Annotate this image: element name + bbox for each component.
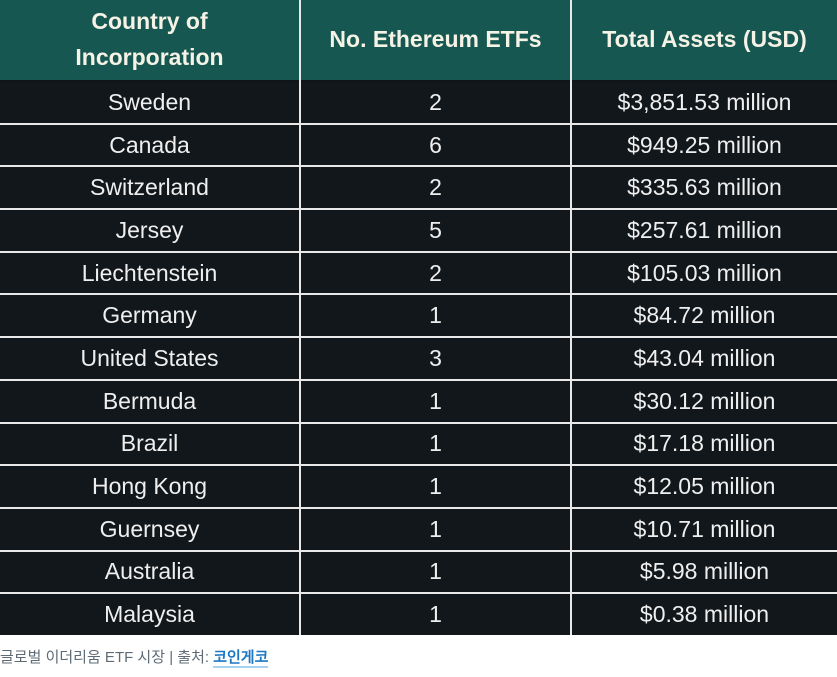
assets-cell: $43.04 million: [570, 336, 837, 380]
source-link-coingecko[interactable]: 코인게코: [213, 648, 269, 668]
assets-cell: $949.25 million: [570, 122, 837, 167]
table-body: Sweden 2 $3,851.53 million Canada 6 $949…: [0, 81, 837, 635]
assets-cell: $105.03 million: [570, 250, 837, 295]
column-header-etf-count: No. Ethereum ETFs: [299, 0, 571, 81]
etf-count-cell: 1: [299, 421, 571, 466]
table-row: Liechtenstein 2 $105.03 million: [0, 250, 837, 295]
etf-count-cell: 1: [299, 293, 571, 338]
country-cell: Brazil: [0, 421, 300, 466]
table-row: Hong Kong 1 $12.05 million: [0, 464, 837, 508]
etf-count-cell: 2: [299, 165, 571, 210]
assets-cell: $0.38 million: [570, 592, 837, 635]
column-header-country: Country of Incorporation: [0, 0, 300, 81]
caption-text: 글로벌 이더리움 ETF 시장 | 출처:: [0, 648, 214, 666]
etf-count-cell: 6: [299, 122, 571, 167]
etf-count-cell: 2: [299, 250, 571, 295]
country-cell: Guernsey: [0, 506, 300, 551]
header-row: Country of Incorporation No. Ethereum ET…: [0, 0, 837, 81]
country-cell: Jersey: [0, 208, 300, 252]
country-cell: Bermuda: [0, 378, 300, 423]
table-row: Canada 6 $949.25 million: [0, 122, 837, 167]
table-row: Switzerland 2 $335.63 million: [0, 165, 837, 210]
etf-count-cell: 3: [299, 336, 571, 380]
country-cell: Liechtenstein: [0, 250, 300, 295]
assets-cell: $12.05 million: [570, 464, 837, 508]
table-row: United States 3 $43.04 million: [0, 336, 837, 380]
assets-cell: $10.71 million: [570, 506, 837, 551]
source-caption: 글로벌 이더리움 ETF 시장 | 출처: 코인게코: [0, 648, 837, 668]
table-row: Germany 1 $84.72 million: [0, 293, 837, 338]
etf-count-cell: 5: [299, 208, 571, 252]
country-cell: Malaysia: [0, 592, 300, 635]
table-row: Brazil 1 $17.18 million: [0, 421, 837, 466]
country-cell: Germany: [0, 293, 300, 338]
table-row: Australia 1 $5.98 million: [0, 549, 837, 594]
ethereum-etf-table: Country of Incorporation No. Ethereum ET…: [0, 0, 837, 635]
table-row: Jersey 5 $257.61 million: [0, 208, 837, 252]
assets-cell: $17.18 million: [570, 421, 837, 466]
assets-cell: $335.63 million: [570, 165, 837, 210]
table-row: Sweden 2 $3,851.53 million: [0, 81, 837, 124]
country-cell: Switzerland: [0, 165, 300, 210]
column-header-total-assets: Total Assets (USD): [570, 0, 837, 81]
assets-cell: $3,851.53 million: [570, 81, 837, 124]
assets-cell: $257.61 million: [570, 208, 837, 252]
country-cell: United States: [0, 336, 300, 380]
assets-cell: $30.12 million: [570, 378, 837, 423]
country-cell: Hong Kong: [0, 464, 300, 508]
assets-cell: $84.72 million: [570, 293, 837, 338]
etf-count-cell: 2: [299, 81, 571, 124]
country-cell: Sweden: [0, 81, 300, 124]
etf-count-cell: 1: [299, 506, 571, 551]
etf-count-cell: 1: [299, 592, 571, 635]
assets-cell: $5.98 million: [570, 549, 837, 594]
table-header: Country of Incorporation No. Ethereum ET…: [0, 0, 837, 81]
etf-count-cell: 1: [299, 464, 571, 508]
table-row: Malaysia 1 $0.38 million: [0, 592, 837, 635]
country-cell: Australia: [0, 549, 300, 594]
country-cell: Canada: [0, 122, 300, 167]
etf-count-cell: 1: [299, 378, 571, 423]
table-row: Bermuda 1 $30.12 million: [0, 378, 837, 423]
table-row: Guernsey 1 $10.71 million: [0, 506, 837, 551]
etf-count-cell: 1: [299, 549, 571, 594]
